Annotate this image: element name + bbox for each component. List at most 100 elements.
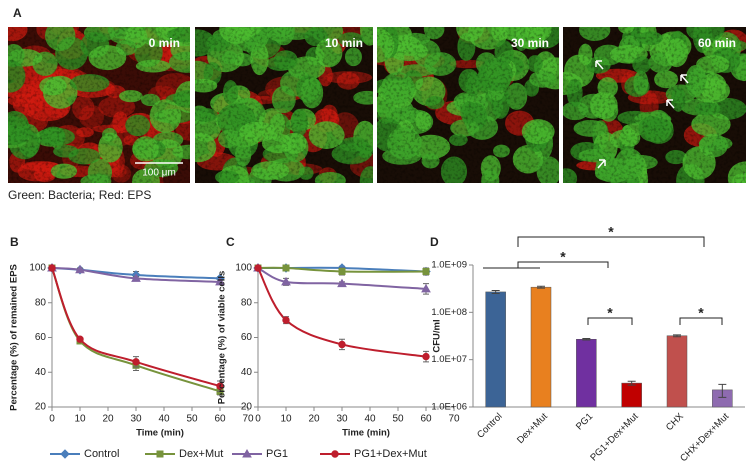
series-line: [257, 266, 427, 273]
bracket: [679, 317, 723, 325]
x-tick-label: 30: [130, 414, 142, 425]
x-tick-label: 60: [214, 414, 226, 425]
x-tick-label: 40: [158, 414, 170, 425]
error-bar: [537, 285, 545, 289]
marker: [282, 316, 290, 324]
bar: [621, 382, 642, 408]
legend-marker: [242, 448, 252, 458]
y-axis-label: Percentage (%) of viable cells: [217, 271, 228, 405]
x-tick-label: Dex+Mut: [515, 411, 550, 446]
y-tick-label: 100: [235, 263, 252, 274]
marker: [337, 278, 347, 288]
legend-label: PG1: [266, 448, 288, 460]
time-label: 60 min: [698, 36, 736, 50]
microscopy-image: [563, 27, 746, 183]
legend-marker: [331, 450, 339, 458]
panel-label: A: [13, 6, 22, 20]
marker: [282, 264, 290, 272]
x-tick-label: 60: [420, 414, 432, 425]
bar: [666, 335, 688, 408]
error-bar: [582, 338, 591, 341]
scale-bar-label: 100 μm: [142, 168, 176, 179]
marker: [75, 264, 85, 274]
error-bar: [718, 383, 727, 398]
x-axis-label: Time (min): [342, 428, 390, 439]
series-line: [257, 267, 427, 358]
marker: [131, 273, 141, 282]
time-label: 0 min: [149, 36, 180, 50]
x-tick-label: 0: [255, 414, 261, 425]
microscopy-image: [195, 27, 373, 183]
marker: [215, 276, 225, 286]
legend-label: Dex+Mut: [179, 448, 223, 460]
microscopy-image: [8, 27, 190, 183]
marker: [338, 340, 346, 349]
significance-brackets: [483, 236, 723, 325]
error-bar: [491, 289, 500, 294]
x-tick-label: 40: [364, 414, 376, 425]
arrow: [680, 74, 689, 84]
y-tick-label: 80: [241, 297, 253, 308]
y-tick-label: 20: [35, 402, 47, 413]
x-axis-label: Time (min): [136, 428, 184, 439]
arrow: [595, 60, 604, 70]
marker: [216, 382, 224, 390]
error-bar: [627, 380, 636, 386]
series-line: [51, 267, 221, 388]
x-tick-label: 10: [74, 414, 86, 425]
panel-label: C: [226, 235, 235, 249]
bar: [530, 286, 552, 408]
texture: [377, 27, 559, 183]
time-label: 30 min: [511, 36, 549, 50]
y-tick-label: 40: [35, 367, 47, 378]
x-tick-label: 50: [186, 414, 198, 425]
y-tick-label: 1.0E+07: [431, 354, 467, 365]
panel-label: D: [430, 235, 439, 249]
legend-marker: [156, 450, 164, 458]
marker: [421, 283, 431, 293]
time-label: 10 min: [325, 36, 363, 50]
texture: [563, 27, 746, 183]
series-line: [51, 267, 221, 393]
series-line: [51, 267, 221, 283]
caption: Green: Bacteria; Red: EPS: [8, 188, 151, 202]
marker: [281, 276, 291, 286]
arrows: [595, 60, 689, 169]
microscopy-row: [8, 27, 746, 183]
x-tick-label: 20: [102, 414, 114, 425]
bracket: [517, 236, 705, 247]
x-tick-label: 70: [448, 414, 460, 425]
marker: [422, 352, 430, 361]
y-tick-label: 20: [241, 402, 253, 413]
x-tick-label: PG1+Dex+Mut: [588, 411, 640, 463]
texture: [8, 27, 190, 183]
marker: [422, 267, 430, 275]
panel-label: B: [10, 235, 19, 249]
y-tick-label: 60: [241, 332, 253, 343]
y-tick-label: 80: [35, 297, 47, 308]
marker: [48, 264, 56, 272]
y-axis-label: Percentage (%) of remained EPS: [9, 264, 20, 411]
x-tick-label: 50: [392, 414, 404, 425]
marker: [338, 267, 346, 275]
y-tick-label: 100: [29, 263, 46, 274]
significance: *: [560, 249, 566, 265]
significance: *: [608, 224, 614, 240]
arrow: [666, 99, 675, 109]
marker: [76, 335, 84, 343]
bracket: [517, 261, 609, 268]
y-tick-label: 1.0E+08: [431, 307, 467, 318]
x-tick-label: PG1: [574, 411, 595, 432]
significance: *: [607, 305, 613, 321]
marker: [132, 358, 140, 366]
axis: [472, 265, 745, 408]
x-tick-label: CHX: [664, 411, 686, 433]
x-tick-label: 70: [242, 414, 254, 425]
x-tick-label: CHX+Dex+Mut: [678, 411, 731, 464]
microscopy-image: [377, 27, 559, 183]
bar: [576, 338, 597, 408]
x-tick-label: 10: [280, 414, 292, 425]
x-tick-label: Control: [475, 411, 504, 440]
significance: *: [698, 305, 704, 321]
